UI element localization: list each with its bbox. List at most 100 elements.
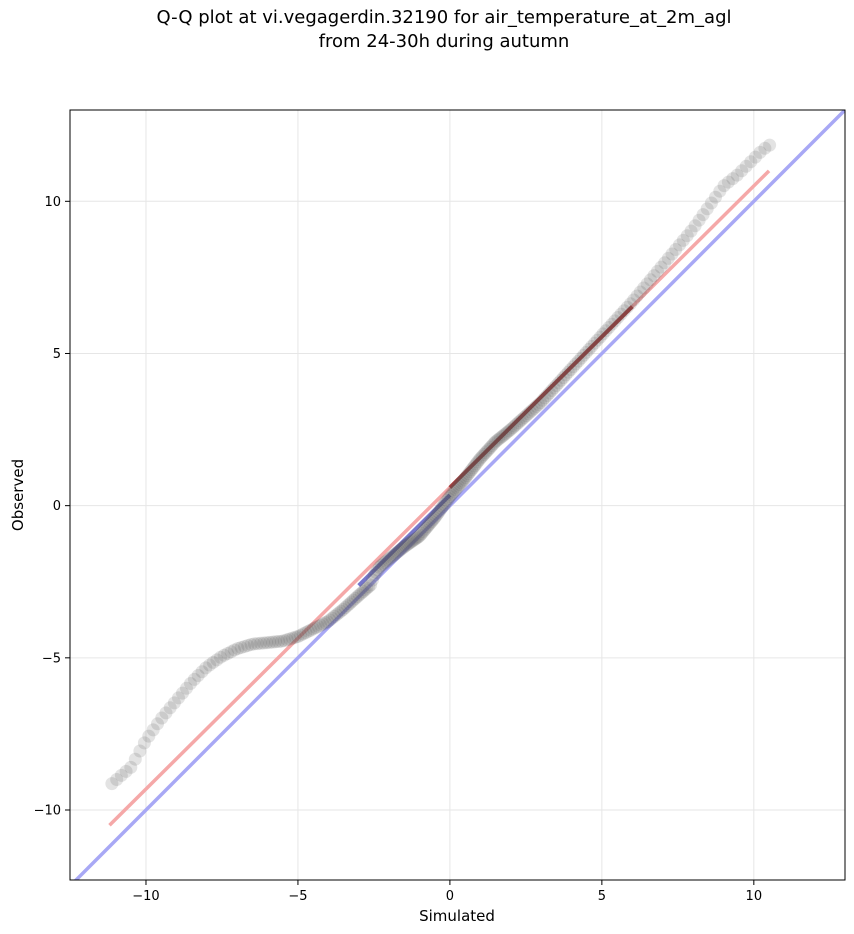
qq-point — [696, 208, 710, 222]
qq-point — [574, 351, 588, 365]
qq-point — [257, 636, 271, 650]
qq-point — [439, 495, 453, 509]
qq-point — [637, 281, 651, 295]
qq-point — [529, 399, 543, 413]
qq-point — [400, 538, 414, 552]
y-tick-label: −10 — [34, 804, 61, 819]
qq-point — [647, 269, 661, 283]
qq-point — [669, 243, 683, 256]
qq-point — [451, 479, 465, 493]
qq-point — [362, 580, 376, 594]
qq-point — [412, 530, 426, 544]
qq-point — [497, 428, 511, 442]
qq-point — [311, 619, 325, 633]
qq-point — [374, 559, 388, 572]
qq-point — [624, 297, 637, 311]
qq-point — [344, 595, 358, 609]
qq-point — [527, 401, 541, 415]
qq-point — [405, 535, 418, 549]
qq-point — [180, 681, 193, 695]
qq-point — [318, 616, 332, 630]
qq-point — [234, 641, 248, 654]
qq-point — [299, 626, 313, 640]
qq-point — [406, 534, 420, 548]
qq-point — [146, 723, 160, 737]
qq-point — [373, 560, 386, 574]
qq-point — [482, 442, 496, 456]
qq-point — [316, 617, 330, 631]
qq-point — [523, 405, 537, 419]
qq-point — [119, 764, 133, 778]
qq-point — [459, 471, 473, 484]
qq-point — [381, 553, 395, 567]
qq-point — [360, 581, 374, 595]
qq-point — [585, 339, 599, 353]
qq-point — [321, 615, 335, 629]
qq-point — [288, 630, 302, 644]
y-axis-label: Observed — [9, 459, 27, 531]
qq-point — [447, 484, 461, 498]
qq-point — [389, 546, 403, 560]
qq-point — [110, 773, 124, 786]
y-tick-label: 5 — [53, 347, 61, 362]
qq-point — [508, 419, 522, 433]
qq-point — [517, 410, 531, 424]
qq-point — [566, 360, 580, 374]
qq-point — [392, 544, 406, 558]
qq-point — [306, 622, 320, 636]
qq-point — [195, 665, 209, 679]
qq-point — [446, 486, 460, 500]
qq-point — [571, 354, 585, 368]
qq-point — [151, 717, 164, 731]
qq-point — [475, 449, 489, 463]
qq-point — [386, 549, 400, 563]
qq-point — [286, 631, 300, 645]
qq-point — [420, 520, 434, 534]
qq-point — [596, 327, 610, 341]
y-tick-label: 0 — [53, 499, 61, 514]
qq-point — [371, 563, 385, 577]
qq-point — [415, 527, 429, 540]
qq-point — [536, 393, 550, 407]
qq-point — [730, 168, 744, 182]
qq-point — [502, 424, 516, 438]
qq-point — [394, 543, 408, 556]
qq-point — [348, 591, 362, 605]
qq-point — [342, 597, 356, 611]
qq-point — [676, 233, 690, 247]
qq-point — [425, 515, 439, 528]
qq-point — [462, 467, 476, 481]
plot-frame — [69, 109, 846, 881]
qq-point — [163, 701, 177, 715]
qq-point — [488, 435, 502, 449]
qq-point — [474, 451, 488, 465]
qq-point — [133, 744, 147, 758]
chart-title-line-2: from 24-30h during autumn — [318, 31, 570, 52]
qq-point — [217, 648, 231, 662]
qq-point — [443, 490, 457, 503]
qq-point — [465, 463, 479, 477]
qq-point — [403, 536, 417, 550]
chart-title: Q-Q plot at vi.vegagerdin.32190 for air_… — [0, 6, 854, 54]
qq-point — [547, 381, 561, 395]
qq-point — [688, 219, 702, 233]
qq-point — [296, 627, 310, 641]
qq-point — [346, 593, 360, 607]
qq-point — [409, 532, 423, 546]
qq-point — [620, 300, 634, 314]
qq-point — [137, 736, 151, 750]
qq-point — [426, 513, 440, 527]
qq-point — [172, 691, 185, 705]
x-tick-label: 10 — [746, 889, 763, 904]
fit-line — [108, 169, 771, 827]
qq-point — [418, 523, 432, 537]
qq-point — [680, 229, 694, 243]
qq-point — [358, 583, 372, 597]
qq-point — [105, 777, 119, 791]
qq-point — [114, 768, 128, 782]
qq-point — [661, 251, 675, 265]
qq-point — [444, 488, 458, 502]
qq-point — [713, 184, 727, 198]
qq-point — [323, 613, 337, 627]
low-segment-line — [357, 493, 452, 587]
